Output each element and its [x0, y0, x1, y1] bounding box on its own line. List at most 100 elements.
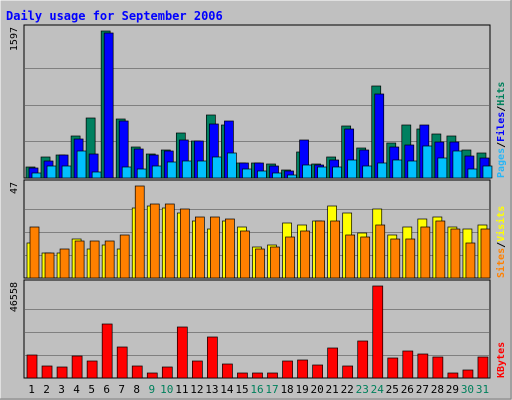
x-tick-label-day-28: 28	[431, 383, 444, 396]
x-tick-label-day-5: 5	[88, 383, 95, 396]
bar-sites-day-6	[104, 240, 115, 279]
bar-pages-day-7	[121, 166, 132, 179]
bar-pages-day-21	[332, 166, 342, 179]
bar-kbytes-day-21	[327, 347, 338, 379]
x-tick-label-day-27: 27	[416, 383, 429, 396]
bar-sites-day-2	[44, 252, 55, 279]
bar-kbytes-day-24	[372, 285, 384, 379]
bar-kbytes-day-27	[417, 353, 429, 379]
bar-sites-day-28	[435, 220, 446, 279]
bar-pages-day-8	[136, 168, 147, 179]
bar-sites-day-19	[300, 230, 310, 279]
bar-pages-day-29	[452, 150, 463, 179]
legend-hits-label: Hits	[495, 82, 507, 106]
x-tick-label-day-10: 10	[160, 383, 173, 396]
legend-separator: /	[496, 106, 507, 112]
x-tick-label-day-6: 6	[103, 383, 110, 396]
bar-sites-day-23	[360, 236, 371, 279]
bar-sites-day-5	[89, 240, 100, 279]
bar-pages-day-26	[407, 160, 418, 179]
bar-pages-day-4	[76, 150, 87, 179]
x-tick-label-day-22: 22	[341, 383, 354, 396]
bar-pages-day-15	[242, 168, 252, 179]
bar-sites-day-21	[330, 220, 340, 279]
bar-kbytes-day-6	[101, 323, 113, 379]
bar-sites-day-7	[119, 234, 130, 279]
bar-kbytes-day-25	[387, 357, 399, 379]
bar-sites-day-27	[420, 226, 431, 279]
x-tick-label-day-4: 4	[73, 383, 80, 396]
x-tick-label-day-29: 29	[446, 383, 459, 396]
bar-kbytes-day-15	[237, 372, 248, 379]
x-tick-label-day-18: 18	[280, 383, 293, 396]
x-tick-label-day-17: 17	[265, 383, 278, 396]
bar-sites-day-14	[225, 218, 235, 279]
x-tick-label-day-1: 1	[28, 383, 35, 396]
bar-sites-day-16	[255, 248, 265, 279]
x-tick-label-day-24: 24	[371, 383, 385, 396]
bar-pages-day-3	[61, 165, 72, 179]
bar-sites-day-4	[74, 240, 85, 279]
bar-sites-day-24	[375, 224, 386, 279]
bar-pages-day-27	[422, 145, 433, 179]
x-tick-label-day-3: 3	[58, 383, 65, 396]
bar-pages-day-14	[227, 152, 237, 179]
right-legend-kbytes: KBytes	[496, 342, 507, 378]
x-tick-label-day-14: 14	[220, 383, 234, 396]
bar-pages-day-13	[212, 156, 222, 179]
bar-pages-day-25	[392, 159, 403, 179]
bar-kbytes-day-14	[222, 363, 233, 379]
bar-pages-day-19	[302, 164, 312, 179]
bar-kbytes-day-10	[161, 366, 173, 379]
x-tick-label-day-15: 15	[235, 383, 248, 396]
bar-pages-day-22	[347, 159, 358, 179]
x-tick-label-day-25: 25	[386, 383, 399, 396]
bar-sites-day-15	[240, 230, 250, 279]
bar-kbytes-day-8	[131, 365, 143, 379]
x-tick-label-day-12: 12	[190, 383, 203, 396]
x-tick-label-day-31: 31	[476, 383, 489, 396]
bar-kbytes-day-18	[282, 360, 293, 379]
legend-pages-label: Pages	[496, 148, 507, 178]
bar-kbytes-day-12	[192, 360, 203, 379]
bar-pages-day-5	[91, 171, 102, 179]
legend-kbytes-label: KBytes	[496, 342, 507, 378]
bar-pages-day-10	[166, 161, 177, 179]
bar-sites-day-17	[270, 246, 280, 279]
bar-kbytes-day-22	[342, 365, 354, 379]
bar-kbytes-day-13	[207, 336, 218, 379]
bar-sites-day-10	[164, 203, 175, 279]
bar-kbytes-day-16	[252, 372, 263, 379]
bar-pages-day-20	[317, 166, 327, 179]
bar-sites-day-25	[390, 238, 401, 279]
bar-sites-day-1	[29, 226, 40, 279]
bar-pages-day-16	[257, 170, 267, 179]
bar-kbytes-day-30	[462, 369, 474, 379]
x-axis-day-labels: 1 2 3 4 5 6 7 8 9 10 11 12 13 14 15 16 17 18 19 20 21 22 23 24 2…	[28, 383, 489, 396]
bar-sites-day-11	[179, 208, 190, 279]
x-tick-label-day-2: 2	[43, 383, 50, 396]
bar-sites-day-20	[315, 220, 325, 279]
right-legend-visits: Sites/Visits	[495, 206, 507, 278]
bar-sites-day-29	[450, 228, 461, 279]
plot-layer: 1597Pages/Files/Hits47Sites/Visits46558K…	[9, 24, 507, 396]
legend-files-label: Files	[495, 112, 507, 142]
bar-pages-day-1	[31, 172, 42, 179]
bar-kbytes-day-17	[267, 372, 278, 379]
panel-kbytes: 46558 KBytes	[9, 279, 507, 379]
bar-pages-day-24	[377, 162, 388, 179]
bar-sites-day-30	[465, 242, 476, 279]
y-max-label: 46558	[9, 282, 20, 312]
bar-kbytes-day-29	[447, 372, 459, 379]
bar-kbytes-day-26	[402, 350, 414, 379]
bar-files-day-6	[103, 32, 114, 179]
x-tick-label-day-30: 30	[461, 383, 474, 396]
bar-pages-day-11	[181, 160, 192, 179]
x-tick-label-day-20: 20	[311, 383, 324, 396]
bar-sites-day-18	[285, 236, 295, 279]
x-tick-label-day-13: 13	[205, 383, 218, 396]
x-tick-label-day-16: 16	[250, 383, 263, 396]
x-tick-label-day-8: 8	[133, 383, 140, 396]
